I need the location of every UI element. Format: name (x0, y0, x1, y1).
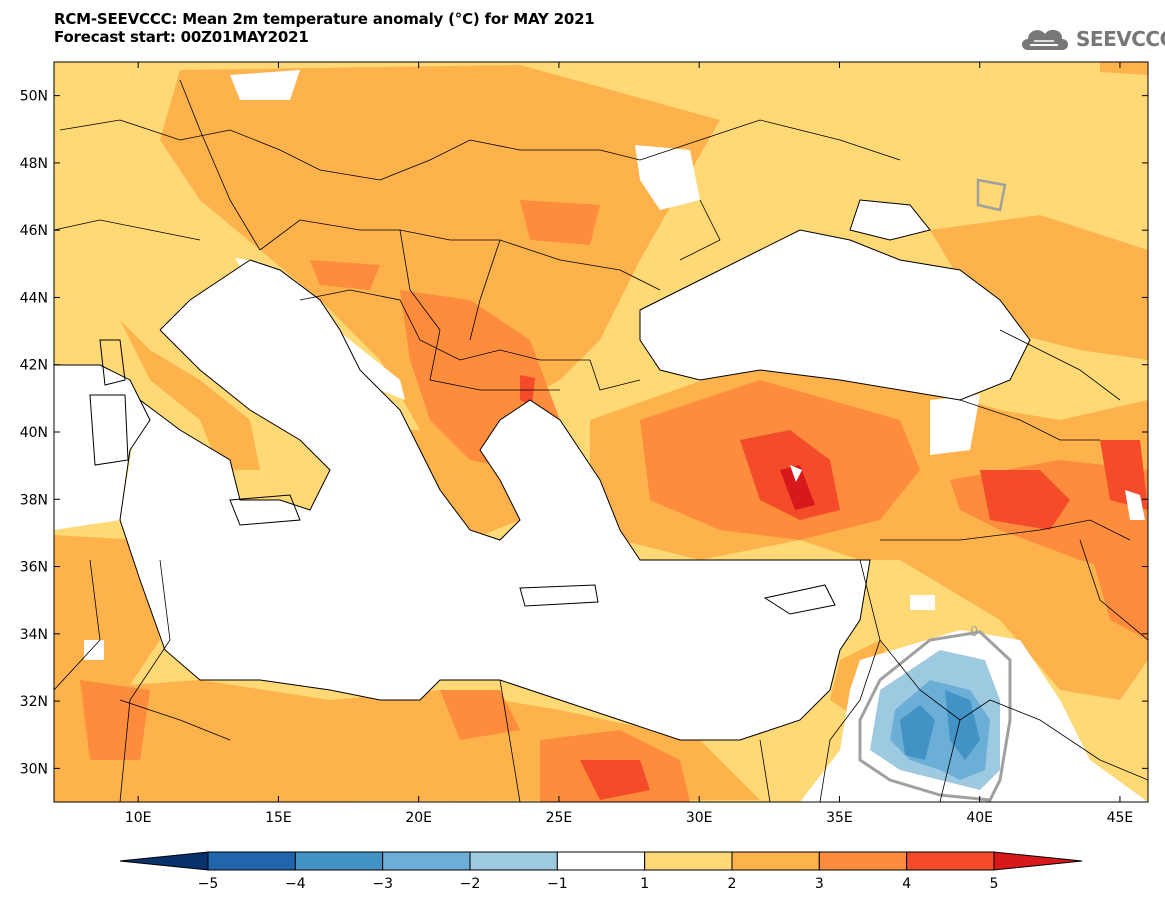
lat-tick-label: 30N (20, 761, 48, 777)
map-title: RCM-SEEVCCC: Mean 2m temperature anomaly… (54, 10, 595, 46)
colorbar-label: 5 (990, 876, 999, 892)
colorbar-box (294, 851, 384, 871)
colorbar-high-extend (993, 851, 1083, 871)
colorbar-label: −2 (460, 876, 481, 892)
anomaly-gt5-fill (780, 465, 815, 510)
colorbar-label: 3 (815, 876, 824, 892)
colorbar-label: −1 (547, 876, 568, 892)
colorbar-low-extend (119, 851, 209, 871)
colorbar-box (556, 851, 646, 871)
lat-tick-label: 44N (20, 290, 48, 306)
colorbar-label: 1 (640, 876, 649, 892)
title-line-2: Forecast start: 00Z01MAY2021 (54, 28, 309, 46)
sea-areas (54, 200, 1030, 740)
coastlines (54, 199, 1031, 741)
lon-tick-label: 25E (546, 810, 573, 826)
colorbar-label: −5 (198, 876, 219, 892)
colorbar-label: 2 (728, 876, 737, 892)
colorbar-box (382, 851, 471, 871)
colorbar-label: −3 (372, 876, 393, 892)
lat-tick-label: 50N (20, 89, 48, 105)
contour-label: 0 (970, 625, 978, 640)
lon-tick-label: 40E (966, 810, 993, 826)
colorbar-box (818, 851, 908, 871)
lat-tick-label: 34N (20, 627, 48, 643)
lat-tick-label: 46N (20, 223, 48, 239)
title-line-1: RCM-SEEVCCC: Mean 2m temperature anomaly… (54, 10, 595, 28)
cold-anomaly (870, 650, 1000, 790)
lat-tick-label: 32N (20, 694, 48, 710)
lon-tick-label: 35E (826, 810, 853, 826)
lat-tick-label: 36N (20, 560, 48, 576)
lon-tick-label: 20E (405, 810, 432, 826)
latitude-axis: 30N 32N 34N 36N 38N 40N 42N 44N 46N 48N 50N (20, 89, 1148, 777)
lon-tick-label: 30E (686, 810, 713, 826)
lat-tick-label: 48N (20, 156, 48, 172)
colorbar-box (207, 851, 296, 871)
map-area: 0 (54, 62, 1148, 802)
colorbar-label: 4 (902, 876, 911, 892)
lat-tick-label: 40N (20, 425, 48, 441)
cloud-icon (1022, 29, 1068, 50)
lon-tick-label: 45E (1107, 810, 1134, 826)
colorbar: −5 −4 −3 −2 −1 1 2 3 4 5 (119, 851, 1083, 892)
colorbar-box (469, 851, 558, 871)
country-borders (54, 79, 1148, 802)
longitude-axis: 10E 15E 20E 25E 30E 35E 40E 45E (125, 62, 1133, 826)
zero-contour (858, 630, 1012, 802)
zero-contour-small (976, 178, 1007, 212)
colorbar-box (906, 851, 995, 871)
colorbar-label: −4 (285, 876, 306, 892)
lon-tick-label: 15E (265, 810, 292, 826)
logo-text: SEEVCCC (1076, 27, 1165, 51)
lat-tick-label: 42N (20, 358, 48, 374)
seevccc-logo: SEEVCCC (1018, 24, 1165, 54)
lon-tick-label: 10E (125, 810, 152, 826)
lat-tick-label: 38N (20, 492, 48, 508)
colorbar-box (731, 851, 820, 871)
colorbar-box (644, 851, 733, 871)
